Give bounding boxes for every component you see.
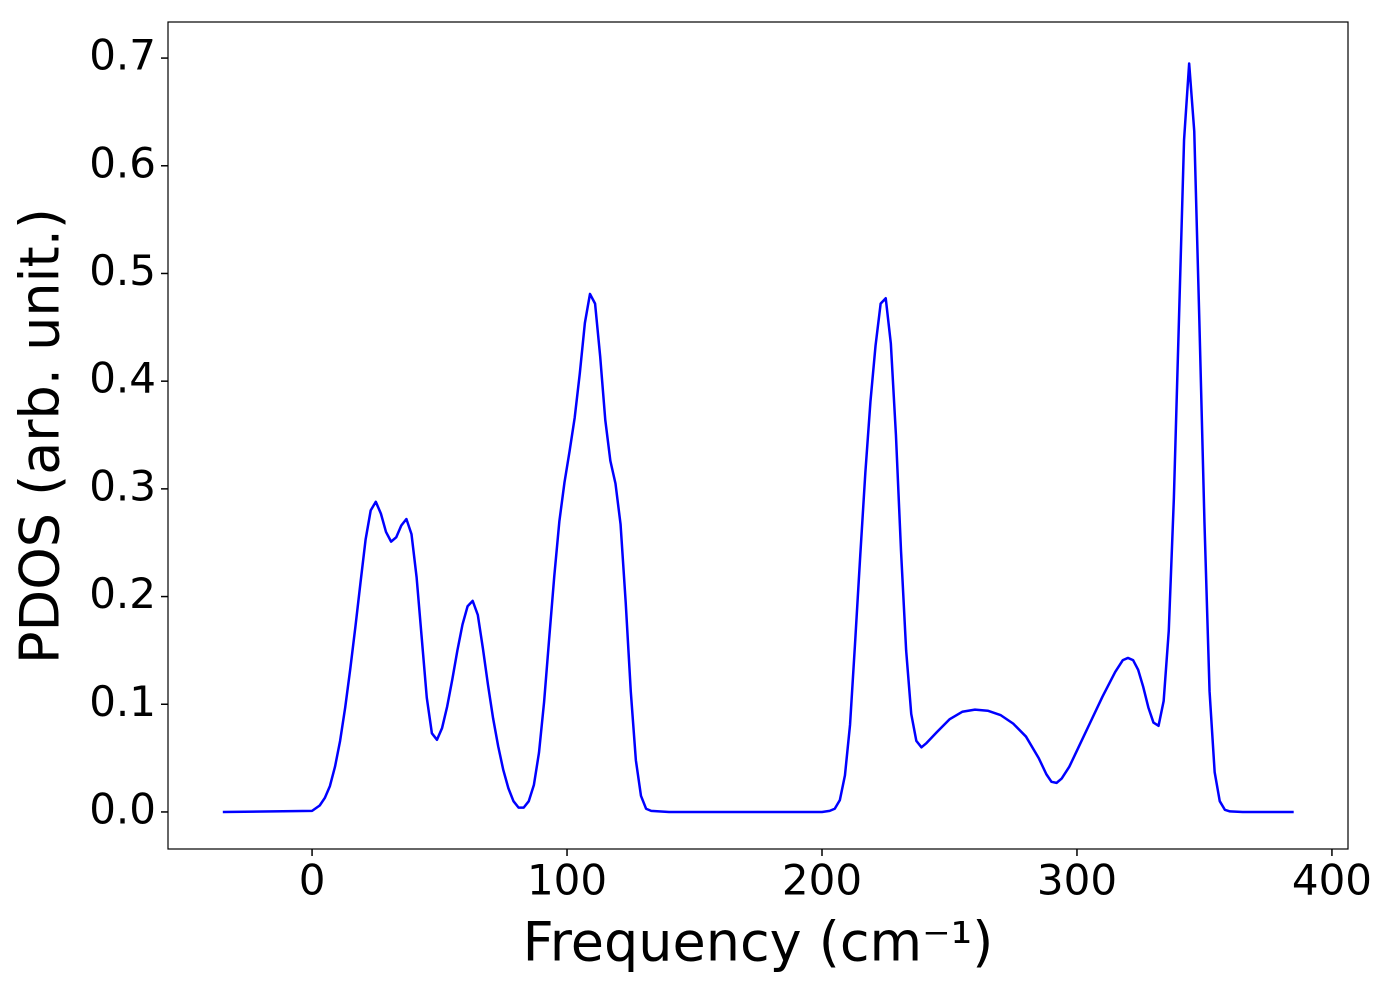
- x-tick-label: 400: [1292, 856, 1372, 905]
- x-tick-label: 300: [1037, 856, 1117, 905]
- y-tick-label: 0.2: [89, 569, 156, 618]
- x-tick-label: 200: [782, 856, 862, 905]
- plot-frame: [167, 21, 1349, 850]
- y-tick-label: 0.0: [89, 784, 156, 833]
- y-tick-label: 0.4: [89, 354, 156, 403]
- y-tick-label: 0.1: [89, 677, 156, 726]
- y-axis-label: PDOS (arb. unit.): [9, 208, 72, 664]
- y-tick-label: 0.5: [89, 246, 156, 295]
- y-tick-label: 0.6: [89, 138, 156, 187]
- line-series: [222, 62, 1294, 814]
- x-tick-label: 0: [299, 856, 326, 905]
- y-tick-label: 0.3: [89, 461, 156, 510]
- y-tick-label: 0.7: [89, 31, 156, 80]
- x-tick-label: 100: [527, 856, 607, 905]
- x-axis-label: Frequency (cm⁻¹): [523, 911, 994, 974]
